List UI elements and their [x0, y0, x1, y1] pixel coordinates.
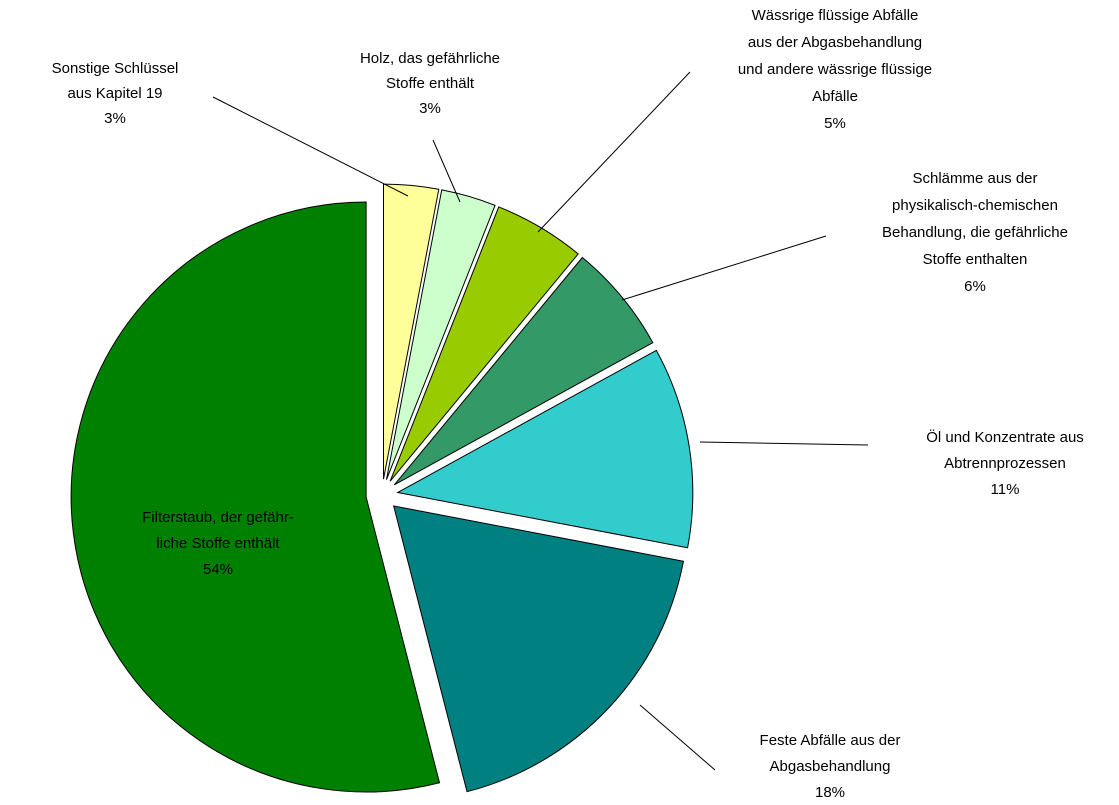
label-line: Holz, das gefährliche — [360, 50, 500, 67]
value-label: 6% — [964, 278, 986, 295]
slice-label: Feste Abfälle aus der Abgasbehandlung 18% — [760, 732, 901, 801]
leader-line — [432, 139, 461, 203]
label-line: Öl und Konzentrate aus — [926, 428, 1084, 446]
label-line: aus Kapitel 19 — [67, 85, 162, 102]
label-line: Abtrennprozessen — [944, 455, 1066, 472]
label-line: liche Stoffe enthält — [156, 535, 280, 552]
pie-slice — [393, 256, 654, 486]
leader-line — [621, 235, 827, 301]
value-label: 5% — [824, 115, 846, 132]
slice-label: Holz, das gefährliche Stoffe enthält 3% — [360, 50, 500, 117]
pie-slice — [396, 349, 694, 549]
slice-label: Sonstige Schlüssel aus Kapitel 19 3% — [52, 60, 179, 127]
leader-line — [699, 441, 869, 446]
value-label: 3% — [104, 110, 126, 127]
slice-label: Schlämme aus der physikalisch-chemischen B… — [882, 170, 1068, 295]
label-line: Stoffe enthält — [386, 75, 475, 92]
leader-line — [537, 71, 691, 233]
value-label: 3% — [419, 100, 441, 117]
label-line: und andere wässrige flüssige — [738, 61, 932, 78]
slice-label: Wässrige flüssige Abfälle aus der Abgasbe… — [738, 7, 932, 132]
slice-label: Filterstaub, der gefähr-liche Stoffe ent… — [142, 509, 294, 578]
label-line: Feste Abfälle aus der — [760, 732, 901, 749]
label-line: Abfälle — [812, 88, 858, 105]
pie-slice — [70, 201, 441, 793]
pie-slice — [389, 206, 579, 482]
leader-line — [212, 96, 409, 197]
value-label: 54% — [203, 561, 233, 578]
label-line: Sonstige Schlüssel — [52, 60, 179, 77]
slice-label: Öl und Konzentrate aus Abtrennprozessen 11… — [926, 428, 1084, 498]
label-line: Stoffe enthalten — [923, 251, 1028, 268]
label-line: aus der Abgasbehandlung — [748, 34, 922, 51]
leader-line — [639, 704, 716, 771]
label-line: physikalisch-chemischen — [892, 197, 1058, 214]
pie-slice — [385, 189, 496, 480]
label-line: Abgasbehandlung — [770, 758, 891, 775]
value-label: 18% — [815, 784, 845, 801]
pie-slice — [392, 505, 685, 793]
label-line: Wässrige flüssige Abfälle — [752, 7, 919, 24]
label-line: Filterstaub, der gefähr- — [142, 509, 294, 526]
value-label: 11% — [991, 481, 1020, 498]
label-line: Behandlung, die gefährliche — [882, 224, 1068, 241]
label-line: Schlämme aus der — [912, 170, 1037, 187]
